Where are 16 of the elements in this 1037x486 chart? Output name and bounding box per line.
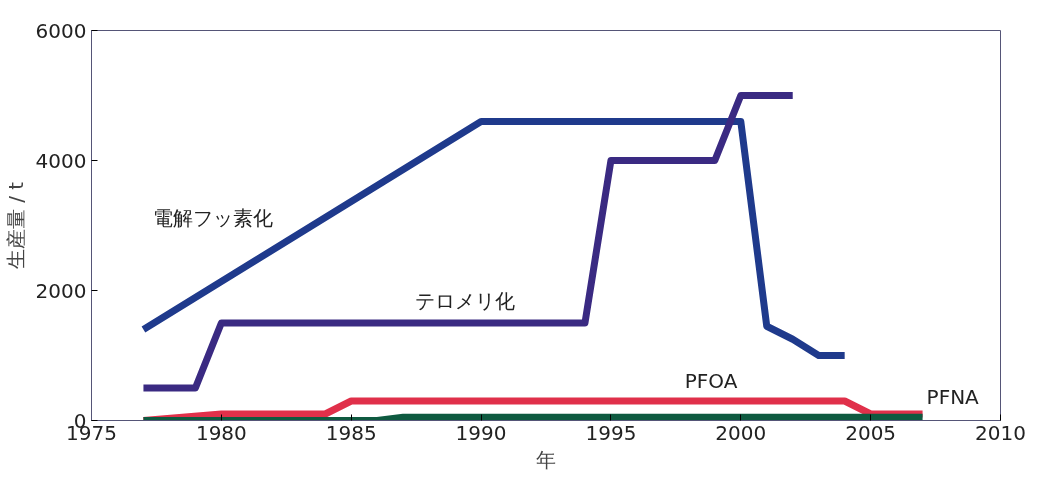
series-label: 電解フッ素化 — [153, 205, 274, 230]
x-tick-label: 2010 — [975, 420, 1026, 445]
y-tick-label: 6000 — [35, 18, 87, 43]
x-tick-label: 2005 — [845, 420, 897, 445]
y-tick-label: 4000 — [35, 148, 87, 173]
x-tick-label: 1995 — [585, 420, 637, 445]
series-label: テロメリ化 — [414, 289, 515, 313]
x-tick-label: 1980 — [195, 420, 247, 445]
series-label: PFNA — [926, 385, 980, 410]
x-axis-title: 年 — [536, 447, 556, 472]
x-tick-label: 1990 — [455, 420, 507, 445]
y-axis-title: 生産量 / t — [3, 181, 28, 270]
x-tick-label: 1985 — [325, 420, 377, 445]
y-tick-label: 2000 — [35, 278, 87, 303]
x-tick-label: 2000 — [715, 420, 767, 445]
series-label: PFOA — [684, 369, 738, 393]
